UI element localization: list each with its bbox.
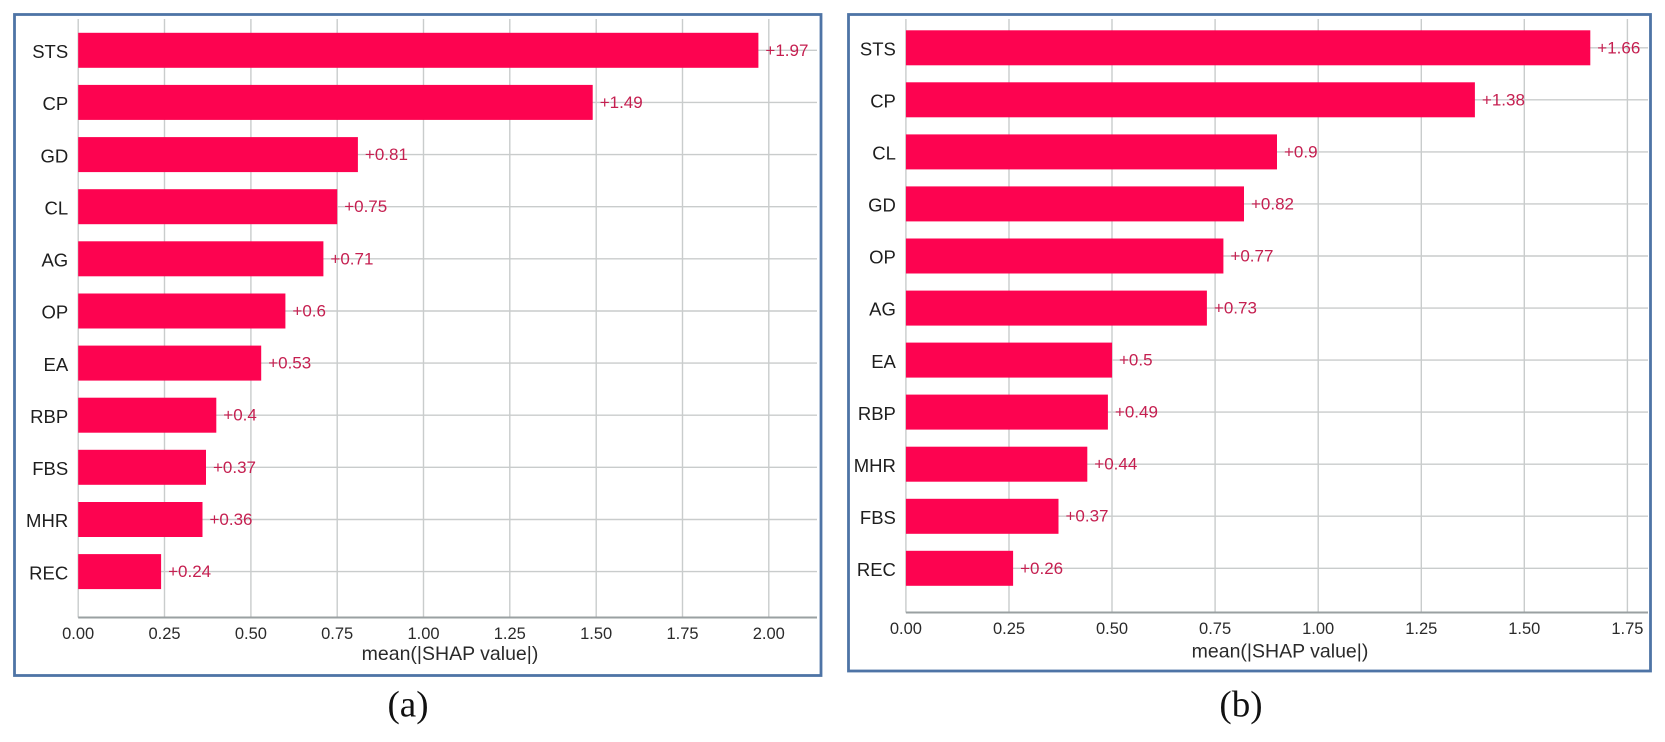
svg-text:+1.49: +1.49 bbox=[600, 93, 643, 112]
svg-text:+0.53: +0.53 bbox=[268, 354, 311, 373]
svg-text:STS: STS bbox=[32, 41, 68, 62]
svg-text:FBS: FBS bbox=[860, 507, 896, 528]
svg-text:mean(|SHAP value|): mean(|SHAP value|) bbox=[1192, 641, 1369, 663]
svg-text:GD: GD bbox=[868, 195, 896, 216]
svg-text:+1.66: +1.66 bbox=[1597, 38, 1640, 57]
svg-text:CP: CP bbox=[870, 91, 896, 112]
svg-text:0.50: 0.50 bbox=[1096, 620, 1128, 638]
svg-text:1.50: 1.50 bbox=[1508, 620, 1540, 638]
svg-text:+0.71: +0.71 bbox=[330, 249, 373, 268]
svg-text:+0.4: +0.4 bbox=[223, 406, 257, 425]
svg-text:1.75: 1.75 bbox=[666, 625, 698, 643]
svg-text:+0.44: +0.44 bbox=[1094, 455, 1137, 474]
svg-text:+0.37: +0.37 bbox=[1066, 507, 1109, 526]
svg-text:1.00: 1.00 bbox=[407, 625, 439, 643]
svg-text:2.00: 2.00 bbox=[753, 625, 785, 643]
svg-text:GD: GD bbox=[40, 145, 68, 166]
svg-text:+0.75: +0.75 bbox=[344, 197, 387, 216]
svg-text:CL: CL bbox=[872, 143, 896, 164]
svg-text:0.00: 0.00 bbox=[890, 620, 922, 638]
svg-text:+0.73: +0.73 bbox=[1214, 299, 1257, 318]
svg-text:1.00: 1.00 bbox=[1302, 620, 1334, 638]
svg-text:1.25: 1.25 bbox=[1405, 620, 1437, 638]
svg-text:AG: AG bbox=[869, 299, 896, 320]
svg-text:0.25: 0.25 bbox=[148, 625, 180, 643]
svg-text:0.00: 0.00 bbox=[62, 625, 94, 643]
svg-text:0.25: 0.25 bbox=[993, 620, 1025, 638]
svg-text:MHR: MHR bbox=[854, 455, 896, 476]
svg-text:+0.37: +0.37 bbox=[213, 458, 256, 477]
svg-text:REC: REC bbox=[857, 559, 896, 580]
svg-text:(b): (b) bbox=[1219, 685, 1262, 726]
svg-text:(a): (a) bbox=[387, 685, 428, 726]
svg-text:EA: EA bbox=[871, 351, 896, 372]
svg-text:+0.6: +0.6 bbox=[292, 302, 326, 321]
svg-text:CP: CP bbox=[42, 93, 68, 114]
svg-text:1.25: 1.25 bbox=[494, 625, 526, 643]
svg-text:+0.49: +0.49 bbox=[1115, 403, 1158, 422]
svg-text:+0.36: +0.36 bbox=[210, 510, 253, 529]
svg-text:+0.9: +0.9 bbox=[1284, 142, 1318, 161]
svg-text:1.50: 1.50 bbox=[580, 625, 612, 643]
svg-text:+0.81: +0.81 bbox=[365, 145, 408, 164]
svg-text:OP: OP bbox=[869, 247, 896, 268]
svg-text:0.50: 0.50 bbox=[235, 625, 267, 643]
svg-text:0.75: 0.75 bbox=[321, 625, 353, 643]
svg-text:AG: AG bbox=[41, 250, 68, 271]
svg-text:+1.97: +1.97 bbox=[765, 41, 808, 60]
svg-text:RBP: RBP bbox=[30, 406, 68, 427]
svg-text:0.75: 0.75 bbox=[1199, 620, 1231, 638]
svg-text:CL: CL bbox=[45, 197, 69, 218]
svg-text:mean(|SHAP value|): mean(|SHAP value|) bbox=[362, 643, 539, 665]
svg-text:FBS: FBS bbox=[32, 458, 68, 479]
svg-text:REC: REC bbox=[29, 562, 68, 583]
svg-text:EA: EA bbox=[44, 354, 69, 375]
svg-text:+0.77: +0.77 bbox=[1230, 247, 1273, 266]
svg-text:MHR: MHR bbox=[26, 510, 68, 531]
svg-text:+0.5: +0.5 bbox=[1119, 351, 1153, 370]
svg-text:+0.26: +0.26 bbox=[1020, 559, 1063, 578]
svg-text:+1.38: +1.38 bbox=[1482, 90, 1525, 109]
svg-text:+0.24: +0.24 bbox=[168, 562, 211, 581]
svg-text:1.75: 1.75 bbox=[1611, 620, 1643, 638]
svg-text:+0.82: +0.82 bbox=[1251, 194, 1294, 213]
svg-text:RBP: RBP bbox=[858, 403, 896, 424]
svg-text:STS: STS bbox=[860, 39, 896, 60]
svg-text:OP: OP bbox=[41, 302, 68, 323]
